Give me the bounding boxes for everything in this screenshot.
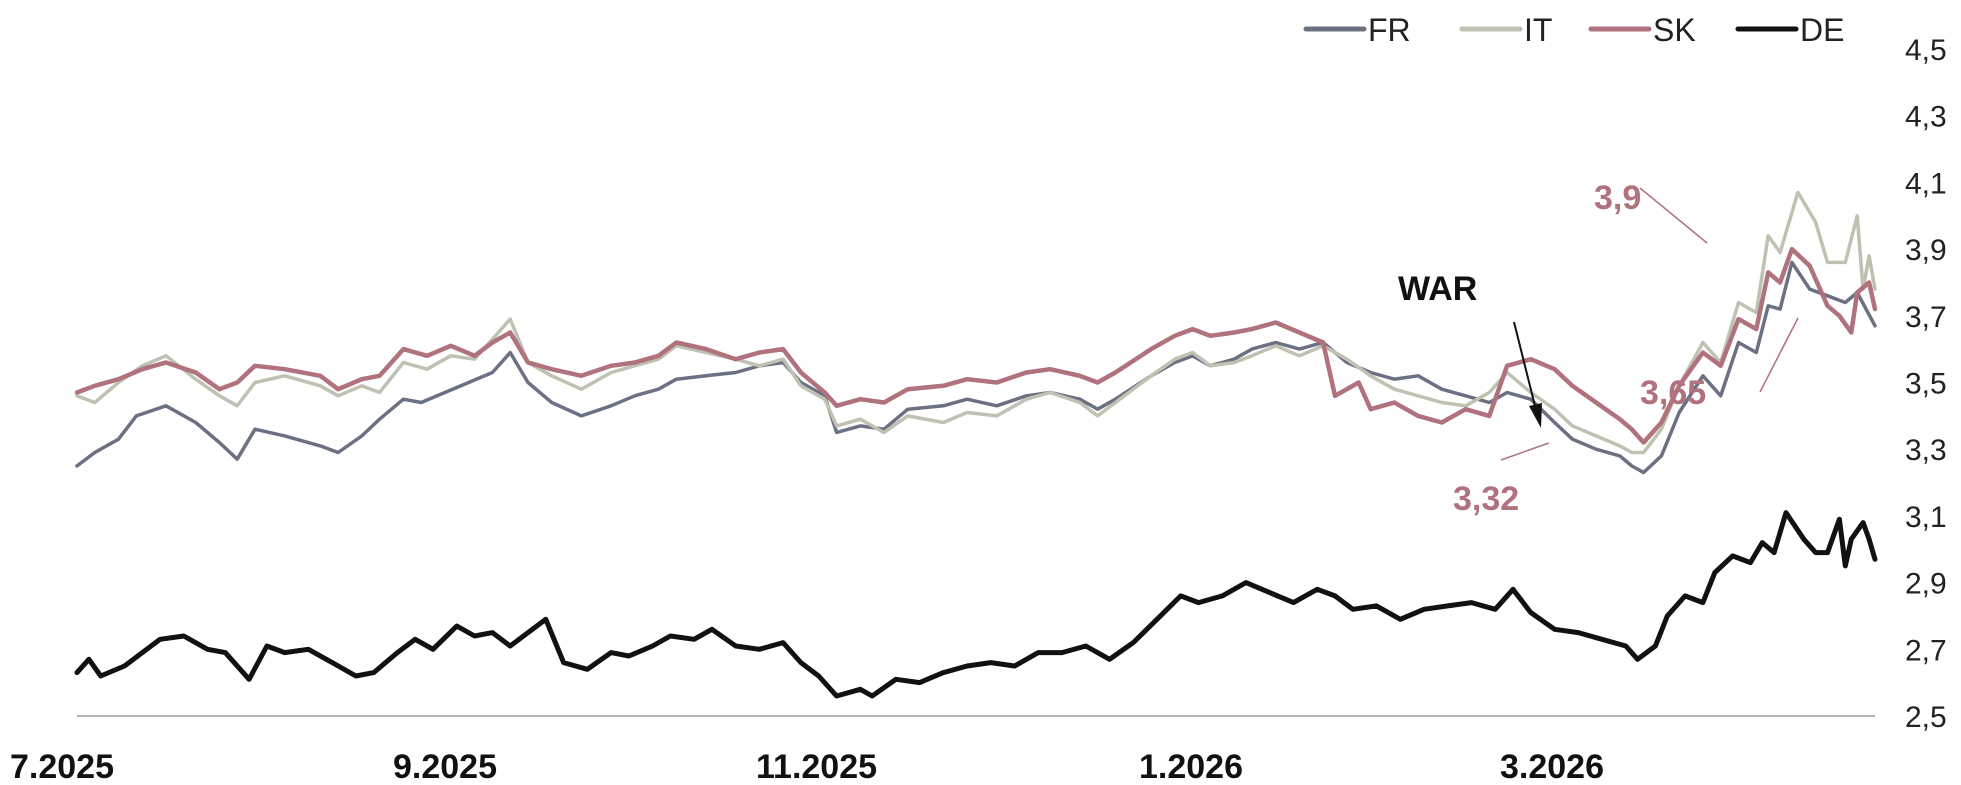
x-tick-label: 3.2026 <box>1500 748 1604 785</box>
y-tick-label: 3,9 <box>1905 234 1947 267</box>
war-event-label: WAR <box>1398 270 1477 308</box>
y-tick-label: 2,7 <box>1905 634 1947 667</box>
annotation-leader-line <box>1759 317 1799 393</box>
annotation-leader-line <box>1639 187 1708 244</box>
legend: FR IT SK DE <box>1303 12 1844 48</box>
annotation-leader-line <box>1500 442 1550 461</box>
annotations: WAR 3,32 3,9 3,65 <box>1398 179 1799 518</box>
annotation-label-peak: 3,9 <box>1594 179 1641 217</box>
series-line-sk <box>74 246 1878 445</box>
series-line-de <box>74 510 1878 699</box>
y-tick-label: 4,3 <box>1905 101 1947 134</box>
y-tick-label: 3,5 <box>1905 368 1947 401</box>
war-event-arrow <box>1513 321 1536 407</box>
war-event-arrowhead <box>1529 403 1542 428</box>
series-layer <box>74 190 1878 699</box>
y-axis: 2,5 2,7 2,9 3,1 3,3 3,5 3,7 3,9 4,1 4,3 … <box>1905 34 1947 734</box>
y-tick-label: 3,3 <box>1905 434 1947 467</box>
legend-label-sk: SK <box>1653 12 1696 48</box>
legend-label-fr: FR <box>1368 12 1411 48</box>
legend-label-it: IT <box>1524 12 1552 48</box>
y-tick-label: 3,7 <box>1905 301 1947 334</box>
x-axis: 7.2025 9.2025 11.2025 1.2026 3.2026 <box>10 748 1604 785</box>
annotation-label-last: 3,65 <box>1640 374 1706 412</box>
x-tick-label: 9.2025 <box>393 748 497 785</box>
y-tick-label: 3,1 <box>1905 501 1947 534</box>
x-tick-label: 1.2026 <box>1139 748 1243 785</box>
x-tick-label: 11.2025 <box>756 748 877 785</box>
legend-label-de: DE <box>1800 12 1844 48</box>
y-tick-label: 4,1 <box>1905 167 1947 200</box>
y-tick-label: 2,9 <box>1905 568 1947 601</box>
y-tick-label: 4,5 <box>1905 34 1947 67</box>
x-tick-label: 7.2025 <box>10 748 114 785</box>
y-tick-label: 2,5 <box>1905 701 1947 734</box>
series-line-it <box>75 190 1877 455</box>
annotation-label-low: 3,32 <box>1453 480 1519 518</box>
